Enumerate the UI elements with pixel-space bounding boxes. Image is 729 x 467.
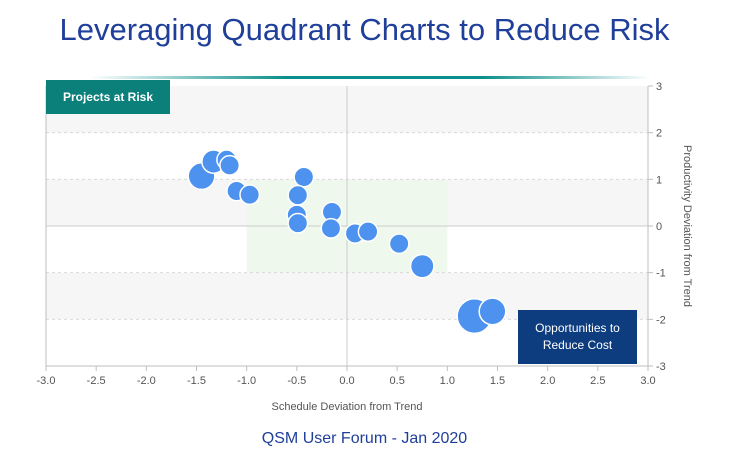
data-bubble [287,212,309,234]
quadrant-chart: -3.0 -2.5 -2.0 -1.5 -1.0 -0.5 0.0 0.5 1.0 1.5 2.0 2… [37,81,693,413]
footer-text: QSM User Forum - Jan 2020 [261,430,468,447]
projects-at-risk-label: Projects at Risk [46,80,170,114]
x-tick-label: -2.5 [87,375,106,387]
slide-title: Leveraging Quadrant Charts to Reduce Ris… [59,12,670,47]
data-bubble [388,233,410,255]
y-tick-label: 0 [656,221,662,233]
x-tick-label: 0.5 [390,375,405,387]
y-axis-label: Productivity Deviation from Trend [681,145,693,307]
opportunities-label-line2: Reduce Cost [542,338,613,352]
title-rule [90,76,650,79]
data-bubble [239,184,261,206]
y-tick-label: -1 [656,268,666,280]
data-bubble [357,221,379,243]
y-tick-label: -3 [656,361,666,373]
y-tick-label: 1 [656,174,662,186]
x-tick-label: -1.0 [237,375,256,387]
x-tick-label: 1.5 [490,375,505,387]
y-tick-label: 3 [656,81,662,93]
x-tick-label: -1.5 [187,375,206,387]
x-tick-label: 0.0 [339,375,354,387]
x-tick-labels: -3.0 -2.5 -2.0 -1.5 -1.0 -0.5 0.0 0.5 1.0 1.5 2.0 2… [37,375,656,387]
y-tick-labels: 3 2 1 0 -1 -2 -3 [656,81,666,373]
y-tick-label: 2 [656,128,662,140]
data-bubble [219,154,241,176]
data-bubble [287,184,309,206]
x-tick-label: 1.0 [440,375,455,387]
y-tick-label: -2 [656,314,666,326]
opportunities-label: Opportunities to Reduce Cost [518,310,637,364]
x-axis-label: Schedule Deviation from Trend [271,401,422,413]
axes [45,85,653,371]
data-bubble [478,297,507,326]
bubbles [187,149,507,335]
data-bubble [409,253,435,279]
x-tick-label: -0.5 [287,375,306,387]
opportunities-label-line1: Opportunities to [535,321,620,335]
x-tick-label: 2.5 [590,375,605,387]
x-tick-label: -2.0 [137,375,156,387]
data-bubble [293,166,315,188]
x-tick-label: 3.0 [640,375,655,387]
x-tick-label: -3.0 [37,375,56,387]
data-bubble [320,217,342,239]
x-tick-label: 2.0 [540,375,555,387]
